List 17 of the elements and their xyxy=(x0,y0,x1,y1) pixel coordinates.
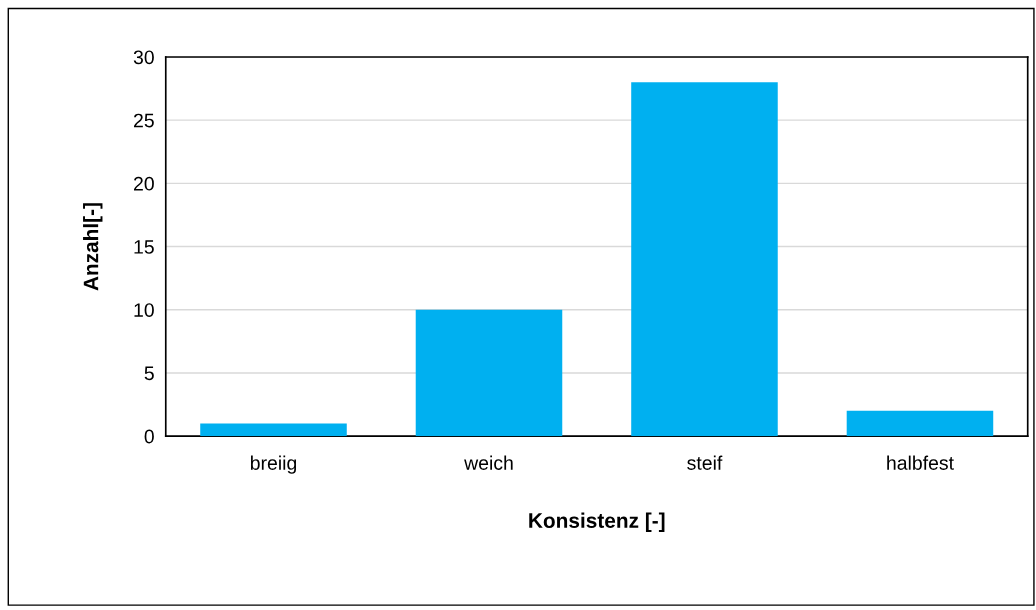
bar xyxy=(415,309,563,437)
y-tick-label: 15 xyxy=(134,240,154,254)
y-axis-title: Anzahl[-] xyxy=(83,203,103,291)
x-tick-label: halbfest xyxy=(887,455,954,470)
y-tick-label: 5 xyxy=(144,366,154,381)
y-tick-label: 10 xyxy=(134,303,154,317)
y-tick-label: 25 xyxy=(134,113,154,128)
x-tick-label: breiig xyxy=(250,455,297,474)
x-tick-label: weich xyxy=(464,455,513,470)
y-tick-label: 20 xyxy=(134,176,154,191)
bar xyxy=(846,410,994,437)
x-axis-title: Konsistenz [-] xyxy=(529,512,665,533)
bar xyxy=(631,82,778,437)
bar xyxy=(200,423,347,437)
y-tick-label: 0 xyxy=(144,429,154,444)
y-tick-label: 30 xyxy=(133,50,154,65)
x-tick-label: steif xyxy=(687,455,723,470)
